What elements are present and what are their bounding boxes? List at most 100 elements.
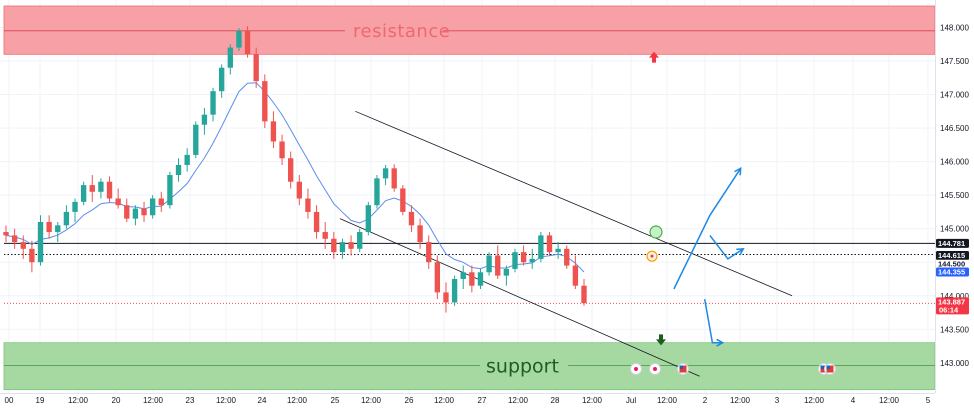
- y-tick-label: 146.000: [940, 158, 969, 167]
- candle-up: [193, 124, 199, 155]
- candle-up: [184, 154, 190, 165]
- candle-down: [46, 221, 52, 233]
- price-badge-label: 144.781: [938, 239, 965, 248]
- candle-down: [331, 238, 337, 253]
- bullish-path-arrowhead: [734, 167, 742, 176]
- candle-up: [167, 175, 173, 206]
- candle-up: [512, 252, 518, 269]
- candle-up: [365, 205, 372, 233]
- y-tick-label: 148.000: [940, 23, 969, 32]
- candle-up: [451, 278, 458, 303]
- candle-up: [236, 30, 242, 48]
- candle-up: [339, 242, 346, 253]
- channel-lower-line[interactable]: [339, 218, 700, 377]
- x-tick-label: 12:00: [434, 396, 455, 405]
- down-arrow-icon[interactable]: [656, 334, 666, 346]
- candle-down: [469, 272, 475, 286]
- candle-down: [262, 81, 268, 122]
- x-tick-label: 12:00: [361, 396, 382, 405]
- candle-down: [564, 248, 570, 266]
- candle-up: [63, 211, 70, 226]
- resistance-label-bg: [345, 21, 443, 40]
- x-tick-label: 12:00: [804, 396, 825, 405]
- y-tick-label: 145.000: [940, 225, 969, 234]
- candle-down: [391, 168, 397, 189]
- forecast-paths[interactable]: [673, 167, 745, 347]
- candle-up: [538, 235, 544, 259]
- level-lines: [4, 242, 935, 304]
- price-badge: [936, 259, 969, 269]
- retest-path-arrowhead: [736, 247, 745, 256]
- x-tick-label: 5: [926, 396, 931, 405]
- x-tick-label: 4: [851, 396, 856, 405]
- candle-down: [426, 242, 432, 263]
- support-zone[interactable]: [3, 342, 936, 391]
- candle-up: [175, 164, 182, 176]
- candle-down: [253, 54, 259, 82]
- candle-down: [572, 265, 579, 286]
- x-tick-label: 12:00: [879, 396, 900, 405]
- retest-path[interactable]: [709, 234, 744, 260]
- x-tick-label: 2: [703, 396, 708, 405]
- price-badge-label: 144.500: [938, 260, 965, 269]
- candles: [3, 26, 587, 313]
- candle-down: [546, 235, 553, 253]
- x-tick-label: 12:00: [216, 396, 237, 405]
- x-tick-label: 12:00: [287, 396, 308, 405]
- x-tick-label: 28: [551, 396, 560, 405]
- x-tick-label: 12:00: [68, 396, 89, 405]
- x-tick-label: 24: [258, 396, 267, 405]
- x-tick-label: 19: [36, 396, 45, 405]
- resistance-label: resistance: [353, 21, 450, 42]
- candle-up: [555, 248, 561, 253]
- candle-down: [322, 232, 328, 239]
- up-arrow-icon[interactable]: [649, 51, 659, 63]
- candle-up: [149, 198, 156, 216]
- candle-down: [434, 262, 441, 293]
- channel-upper-line[interactable]: [355, 110, 793, 297]
- candle-up: [201, 114, 208, 125]
- price-badge: [936, 297, 969, 315]
- candle-up: [529, 258, 535, 263]
- candle-down: [158, 198, 164, 206]
- candle-up: [37, 221, 44, 263]
- candle-up: [80, 185, 87, 202]
- bullish-path[interactable]: [673, 167, 742, 290]
- candle-up: [210, 91, 216, 115]
- y-tick-label: 143.000: [940, 359, 969, 368]
- orange-circle-dot: [650, 254, 654, 258]
- candle-down: [29, 248, 35, 263]
- candle-up: [218, 67, 225, 92]
- candle-down: [495, 255, 501, 276]
- price-badge-label: 143.887: [938, 297, 965, 306]
- candle-up: [477, 272, 484, 286]
- candle-down: [244, 30, 251, 55]
- x-tick-label: 12:00: [582, 396, 603, 405]
- price-badge-label: 144.355: [938, 267, 965, 276]
- x-tick-label: 12:00: [657, 396, 678, 405]
- x-tick-label: 23: [186, 396, 195, 405]
- markers[interactable]: [646, 51, 666, 346]
- candle-down: [141, 208, 147, 216]
- y-tick-label: 144.000: [940, 292, 969, 301]
- bearish-path[interactable]: [703, 298, 723, 344]
- resistance-zone[interactable]: [3, 5, 936, 55]
- price-badge: [936, 267, 969, 277]
- candle-down: [348, 242, 354, 249]
- countdown-label: 06:14: [939, 305, 959, 314]
- event-markers[interactable]: [630, 363, 836, 375]
- candle-up: [382, 168, 389, 179]
- event-dot-center: [653, 367, 657, 371]
- x-axis[interactable]: 00 19 12:00 20 12:00 23 12:00 24 12:00 25 12:00 26 1…: [5, 396, 931, 405]
- price-badge-label: 144.615: [938, 251, 965, 260]
- candle-down: [305, 198, 311, 212]
- x-tick-label: 00: [5, 396, 14, 405]
- candle-down: [313, 211, 320, 233]
- flag-canton: [679, 365, 683, 369]
- green-circle-icon[interactable]: [649, 225, 663, 239]
- candle-up: [72, 201, 78, 212]
- y-tick-label: 147.000: [940, 91, 969, 100]
- price-channel[interactable]: [339, 110, 793, 377]
